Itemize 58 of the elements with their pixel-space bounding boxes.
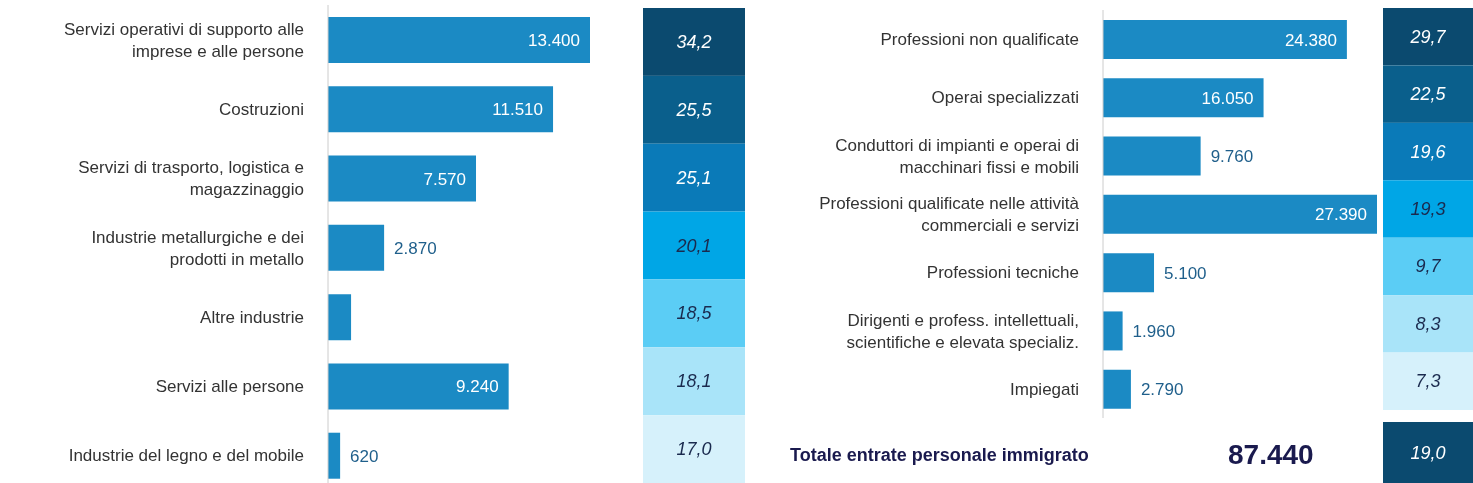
y-tick-label: Conduttori di impianti e operai di macchinari fissi e mobili xyxy=(835,135,1079,177)
y-tick-label: Professioni qualificate nelle attività commerciali e servizi xyxy=(819,194,1080,235)
data-label: 7,3 xyxy=(1415,371,1441,392)
bar xyxy=(1103,78,1264,118)
data-label: 34,2 xyxy=(676,31,712,52)
y-tick-label: Servizi di trasporto, logistica e magazzinaggio xyxy=(78,158,304,200)
text: 87.440 xyxy=(1228,439,1314,470)
data-label: 27.390 xyxy=(1315,205,1367,225)
data-label: 1.960 xyxy=(1132,321,1176,341)
data-label: 9.240 xyxy=(456,377,499,397)
data-label: 8,3 xyxy=(1415,313,1441,334)
data-label: 24.380 xyxy=(1284,30,1337,50)
data-label: 9,7 xyxy=(1415,256,1442,277)
data-label: 18,1 xyxy=(676,371,712,392)
y-tick-label: Dirigenti e profess. intellettuali, scientifiche e elevata specializ. xyxy=(846,310,1079,352)
bar xyxy=(328,155,477,202)
data-label: 5.100 xyxy=(1164,263,1207,283)
y-tick-label: Professioni tecniche xyxy=(926,263,1079,283)
bar xyxy=(1103,369,1131,409)
bar xyxy=(1103,311,1123,351)
bar xyxy=(1103,194,1377,234)
y-tick-label: Professioni non qualificate xyxy=(880,30,1079,50)
bar xyxy=(1103,136,1201,176)
y-tick-label: Industrie metallurgiche e dei prodotti in metallo xyxy=(91,227,304,269)
bar xyxy=(328,294,352,341)
bar xyxy=(1103,253,1155,293)
data-label: 16.050 xyxy=(1201,88,1254,108)
y-tick-label: Industrie del legno e del mobile xyxy=(68,446,304,466)
y-tick-label: Servizi alle persone xyxy=(155,377,304,397)
data-label: 7.570 xyxy=(423,169,467,189)
data-label: 2.870 xyxy=(394,238,437,258)
data-label: 13.400 xyxy=(528,31,580,50)
data-label: 17,0 xyxy=(676,439,712,460)
y-tick-label: Altre industrie xyxy=(200,307,304,327)
data-label: 11.510 xyxy=(492,100,544,120)
data-label: 2.790 xyxy=(1140,380,1184,400)
y-tick-label: Servizi operativi di supporto alle imprese e alle persone xyxy=(63,19,304,61)
bar xyxy=(328,224,385,271)
data-label: 19,3 xyxy=(1410,199,1446,219)
text: Totale entrate personale immigrato xyxy=(790,444,1089,467)
data-label: 18,5 xyxy=(676,303,713,324)
data-label: 20,1 xyxy=(675,235,712,256)
data-label: 25,1 xyxy=(675,167,712,188)
y-tick-label: Impiegati xyxy=(1010,379,1079,399)
y-tick-label: Costruzioni xyxy=(218,99,304,119)
data-label: 19,0 xyxy=(1410,442,1446,463)
data-label: 22,5 xyxy=(1409,84,1447,105)
data-label: 19,6 xyxy=(1410,141,1447,162)
data-label: 620 xyxy=(350,446,379,466)
data-label: 25,5 xyxy=(675,99,713,120)
y-tick-label: Operai specializzati xyxy=(931,88,1079,108)
bar xyxy=(328,17,590,63)
data-label: 9.760 xyxy=(1210,147,1254,167)
bar xyxy=(328,86,554,133)
bar xyxy=(328,363,509,410)
bar xyxy=(328,432,341,479)
data-label: 29,7 xyxy=(1409,26,1447,47)
bar xyxy=(1103,20,1347,59)
